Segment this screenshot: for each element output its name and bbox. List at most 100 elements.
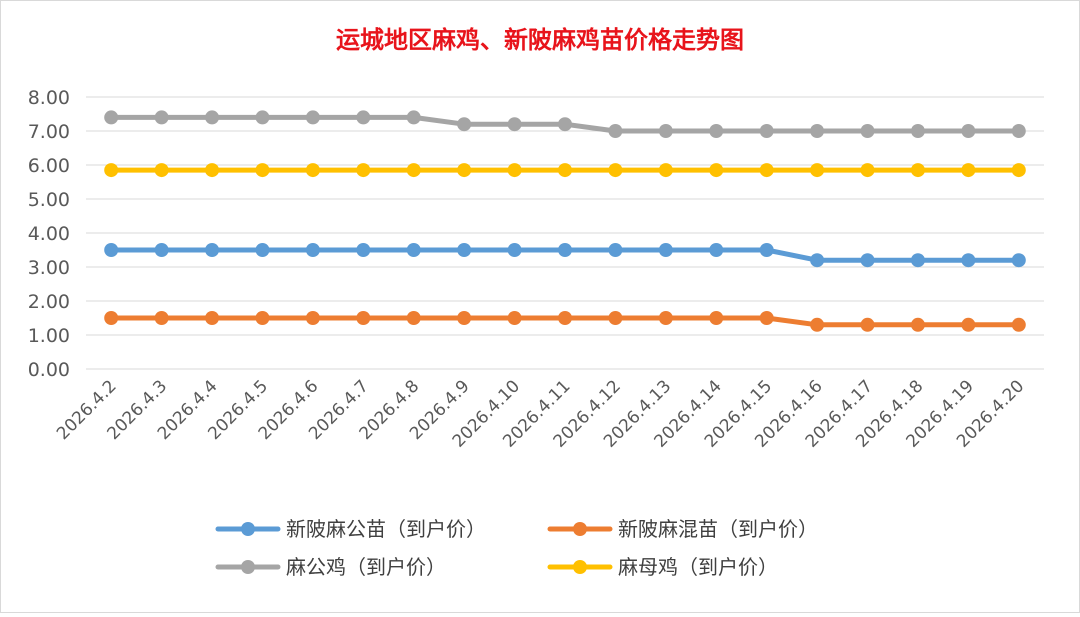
data-point bbox=[860, 124, 875, 138]
data-point bbox=[860, 317, 875, 332]
data-point bbox=[205, 243, 220, 257]
data-point bbox=[558, 163, 572, 178]
series-lines bbox=[104, 110, 1026, 332]
data-point bbox=[406, 311, 421, 325]
data-point bbox=[860, 253, 875, 268]
legend-label: 麻公鸡（到户价） bbox=[286, 555, 446, 579]
legend-swatch-marker bbox=[241, 560, 255, 574]
y-tick-label: 0.00 bbox=[28, 359, 70, 381]
data-point bbox=[1011, 163, 1026, 178]
data-point bbox=[759, 311, 774, 325]
data-point bbox=[305, 110, 320, 125]
gridlines bbox=[86, 96, 1044, 370]
data-point bbox=[860, 163, 875, 178]
data-point bbox=[910, 163, 925, 178]
series bbox=[104, 163, 1026, 178]
data-point bbox=[810, 253, 825, 268]
y-axis-ticks: 0.00 1.00 2.00 3.00 4.00 5.00 6.00 7.00 8.00 bbox=[28, 87, 70, 381]
legend-swatch-marker bbox=[573, 560, 587, 574]
data-point bbox=[507, 311, 522, 325]
legend-swatch-marker bbox=[573, 522, 587, 536]
data-point bbox=[709, 124, 724, 138]
data-point bbox=[305, 163, 320, 178]
data-point bbox=[457, 163, 472, 178]
data-point bbox=[205, 311, 220, 325]
data-point bbox=[759, 124, 774, 138]
legend-item: 麻母鸡（到户价） bbox=[547, 555, 778, 579]
data-point bbox=[104, 311, 119, 325]
data-point bbox=[305, 311, 320, 325]
legend: 新陂麻公苗（到户价） 新陂麻混苗（到户价） 麻公鸡（到户价） 麻母鸡（到户价） bbox=[215, 517, 818, 579]
data-point bbox=[305, 243, 320, 257]
legend-label: 新陂麻公苗（到户价） bbox=[286, 517, 486, 541]
legend-item: 麻公鸡（到户价） bbox=[215, 555, 446, 579]
data-point bbox=[558, 117, 572, 132]
data-point bbox=[406, 110, 421, 125]
y-tick-label: 4.00 bbox=[28, 223, 70, 245]
data-point bbox=[154, 311, 169, 325]
legend-label: 新陂麻混苗（到户价） bbox=[618, 517, 818, 541]
data-point bbox=[658, 163, 673, 178]
data-point bbox=[810, 163, 825, 178]
data-point bbox=[507, 117, 522, 132]
legend-label: 麻母鸡（到户价） bbox=[618, 555, 778, 579]
legend-item: 新陂麻公苗（到户价） bbox=[215, 517, 486, 541]
legend-swatch-marker bbox=[241, 522, 255, 536]
y-tick-label: 7.00 bbox=[28, 121, 70, 143]
data-point bbox=[154, 243, 169, 257]
legend-item: 新陂麻混苗（到户价） bbox=[547, 517, 818, 541]
data-point bbox=[507, 163, 522, 178]
data-point bbox=[104, 110, 119, 125]
data-point bbox=[104, 163, 119, 178]
data-point bbox=[608, 124, 623, 138]
y-tick-label: 2.00 bbox=[28, 291, 70, 313]
data-point bbox=[457, 117, 472, 132]
y-tick-label: 6.00 bbox=[28, 155, 70, 177]
data-point bbox=[356, 311, 371, 325]
data-point bbox=[709, 243, 724, 257]
data-point bbox=[255, 163, 270, 178]
y-tick-label: 1.00 bbox=[28, 325, 70, 347]
data-point bbox=[810, 317, 825, 332]
chart-title: 运城地区麻鸡、新陂麻鸡苗价格走势图 bbox=[336, 25, 744, 54]
data-point bbox=[255, 243, 270, 257]
y-tick-label: 5.00 bbox=[28, 189, 70, 211]
data-point bbox=[356, 243, 371, 257]
data-point bbox=[961, 253, 976, 268]
series bbox=[104, 311, 1026, 332]
data-point bbox=[759, 243, 774, 257]
data-point bbox=[154, 163, 169, 178]
data-point bbox=[255, 311, 270, 325]
data-point bbox=[205, 110, 220, 125]
data-point bbox=[961, 124, 976, 138]
data-point bbox=[709, 163, 724, 178]
data-point bbox=[910, 317, 925, 332]
data-point bbox=[910, 253, 925, 268]
data-point bbox=[406, 243, 421, 257]
data-point bbox=[658, 311, 673, 325]
data-point bbox=[759, 163, 774, 178]
y-tick-label: 3.00 bbox=[28, 257, 70, 279]
data-point bbox=[1011, 124, 1026, 138]
data-point bbox=[507, 243, 522, 257]
data-point bbox=[810, 124, 825, 138]
y-tick-label: 8.00 bbox=[28, 87, 70, 109]
data-point bbox=[104, 243, 119, 257]
data-point bbox=[1011, 253, 1026, 268]
data-point bbox=[356, 163, 371, 178]
data-point bbox=[406, 163, 421, 178]
data-point bbox=[608, 163, 623, 178]
data-point bbox=[910, 124, 925, 138]
data-point bbox=[356, 110, 371, 125]
data-point bbox=[154, 110, 169, 125]
series bbox=[104, 110, 1026, 138]
data-point bbox=[608, 311, 623, 325]
data-point bbox=[658, 124, 673, 138]
data-point bbox=[255, 110, 270, 125]
data-point bbox=[608, 243, 623, 257]
data-point bbox=[558, 243, 572, 257]
data-point bbox=[1011, 317, 1026, 332]
